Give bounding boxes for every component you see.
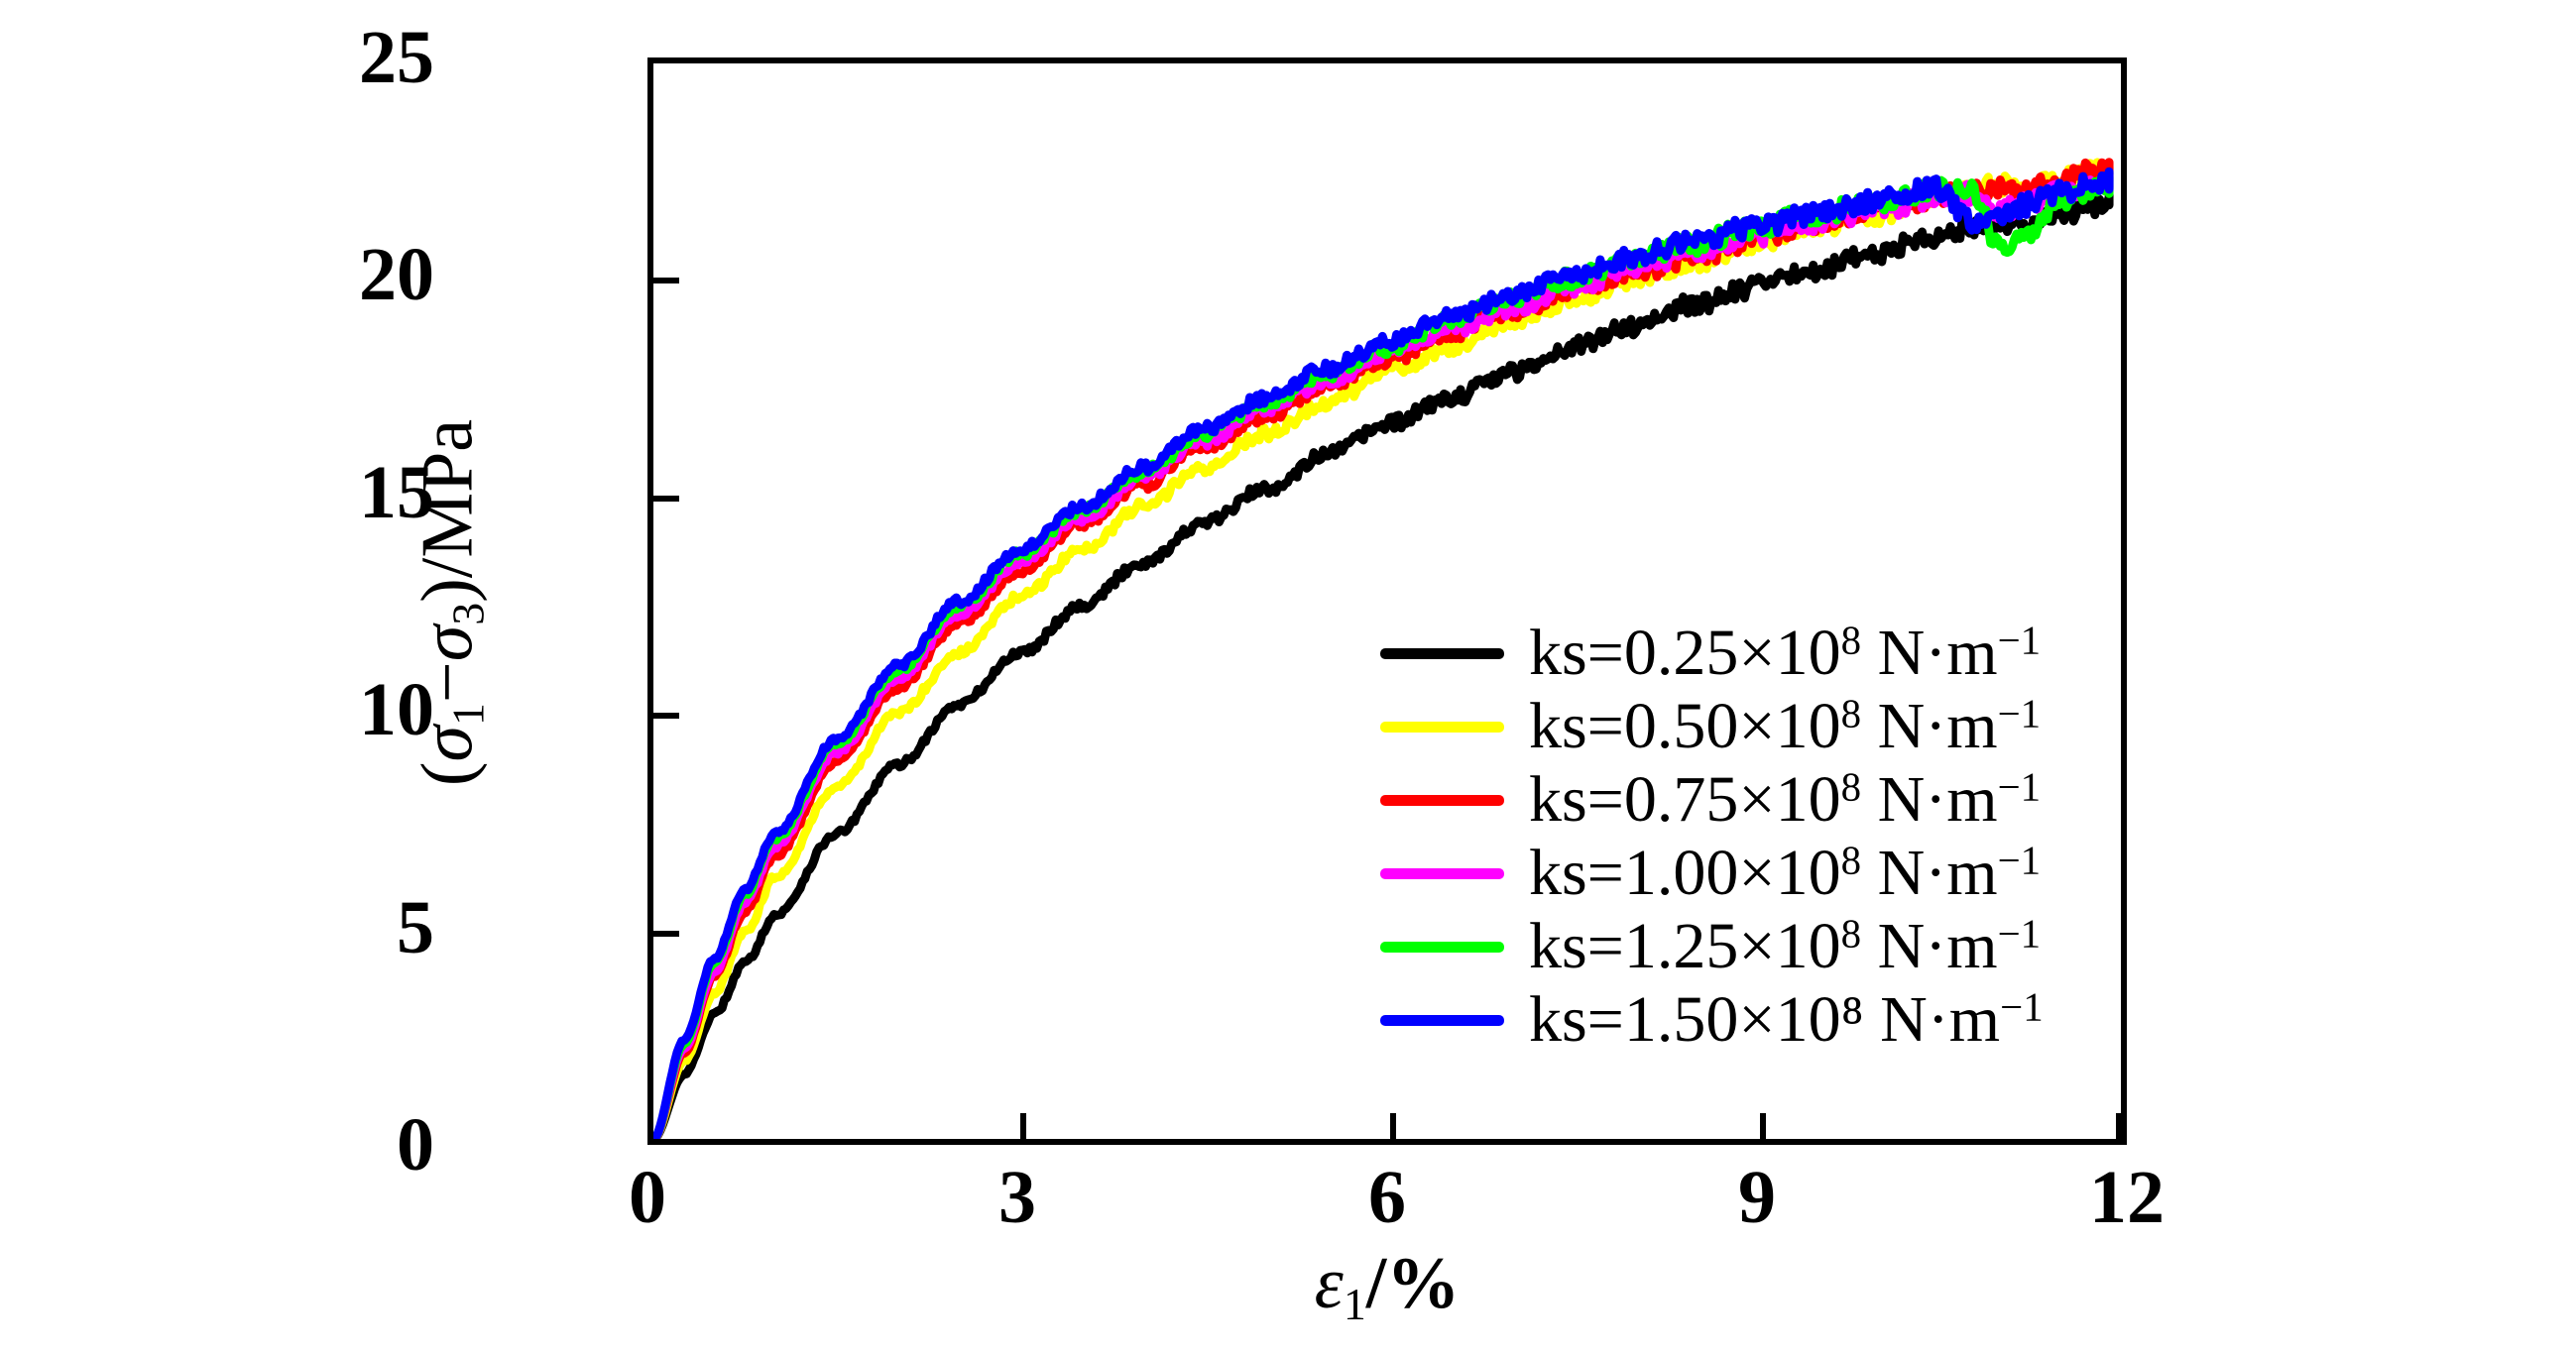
- legend-label-main-3: ks=1.00×10: [1529, 837, 1841, 909]
- legend-label-2: ks=0.75×108 N·m−1: [1529, 767, 2041, 833]
- curve-ks-0.25: [653, 189, 2114, 1139]
- x-title-epsilon: ε: [1314, 1243, 1344, 1324]
- legend-label-unit-exponent-3: −1: [1997, 838, 2042, 883]
- legend-label-exponent-2: 8: [1840, 764, 1862, 810]
- legend-label-unit-5: N·m: [1863, 983, 2001, 1056]
- y-title-subscript-1: 1: [442, 703, 494, 726]
- curve-ks-1.5: [653, 167, 2114, 1139]
- legend-item-3[interactable]: ks=1.00×108 N·m−1: [1380, 837, 2084, 910]
- y-title-sigma-1: σ: [407, 725, 489, 762]
- y-axis-title: (σ1−σ3)/MPa: [407, 418, 494, 787]
- legend-label-unit-exponent-5: −1: [2000, 984, 2044, 1030]
- legend-label-unit-exponent-1: −1: [1997, 691, 2042, 736]
- legend-label-main-5: ks=1.50×10⁸: [1529, 983, 1864, 1056]
- x-axis-tick-9: [1760, 1113, 1766, 1139]
- legend-label-exponent-1: 8: [1840, 691, 1862, 736]
- x-axis-tick-6: [1390, 1113, 1396, 1139]
- x-axis-tick-12: [2116, 1113, 2122, 1139]
- x-title-subscript-1: 1: [1343, 1278, 1366, 1329]
- x-axis-title: ε1/%: [1315, 1247, 1461, 1327]
- y-axis-tick-5: [653, 930, 679, 937]
- legend-swatch-5: [1380, 1014, 1504, 1026]
- legend-label-3: ks=1.00×108 N·m−1: [1529, 841, 2041, 906]
- legend-label-exponent-4: 8: [1840, 911, 1862, 957]
- legend-label-unit-1: N·m: [1861, 690, 1998, 762]
- x-tick-label-9: 9: [1738, 1156, 1776, 1239]
- legend-item-4[interactable]: ks=1.25×108 N·m−1: [1380, 910, 2084, 983]
- y-title-unit: )/MPa: [407, 418, 489, 603]
- legend-label-unit-exponent-4: −1: [1997, 911, 2042, 957]
- data-curves: [653, 158, 2114, 1139]
- plot-frame: [647, 57, 2127, 1145]
- y-title-open-paren: (: [407, 761, 489, 787]
- legend-swatch-1: [1380, 721, 1504, 733]
- y-axis-tick-10: [653, 713, 679, 720]
- legend-label-unit-4: N·m: [1861, 910, 1998, 982]
- legend-label-main-0: ks=0.25×10: [1529, 617, 1841, 689]
- legend-label-main-2: ks=0.75×10: [1529, 763, 1841, 836]
- legend-label-main-1: ks=0.50×10: [1529, 690, 1841, 762]
- legend-label-4: ks=1.25×108 N·m−1: [1529, 914, 2041, 979]
- y-tick-label-10: 10: [359, 668, 434, 752]
- x-tick-label-12: 12: [2089, 1156, 2165, 1239]
- legend-label-exponent-0: 8: [1840, 618, 1862, 663]
- legend-label-main-4: ks=1.25×10: [1529, 910, 1841, 982]
- x-tick-label-0: 0: [629, 1156, 666, 1239]
- x-tick-label-6: 6: [1368, 1156, 1406, 1239]
- legend-swatch-2: [1380, 794, 1504, 806]
- legend: ks=0.25×108 N·m−1 ks=0.50×108 N·m−1 ks=0.7…: [1380, 617, 2084, 1057]
- y-tick-label-5: 5: [397, 885, 434, 969]
- y-axis-tick-15: [653, 495, 679, 502]
- x-axis-tick-3: [1020, 1113, 1026, 1139]
- y-tick-label-0: 0: [397, 1103, 434, 1186]
- legend-label-exponent-3: 8: [1840, 838, 1862, 883]
- legend-label-1: ks=0.50×108 N·m−1: [1529, 694, 2041, 759]
- legend-label-unit-3: N·m: [1861, 837, 1998, 909]
- legend-label-unit-2: N·m: [1861, 763, 1998, 836]
- x-title-unit: /%: [1365, 1243, 1461, 1324]
- legend-swatch-3: [1380, 867, 1504, 879]
- legend-label-0: ks=0.25×108 N·m−1: [1529, 621, 2041, 686]
- y-tick-label-20: 20: [359, 233, 434, 317]
- x-tick-label-3: 3: [998, 1156, 1036, 1239]
- legend-label-unit-0: N·m: [1861, 617, 1998, 689]
- legend-label-unit-exponent-2: −1: [1997, 764, 2042, 810]
- legend-item-1[interactable]: ks=0.50×108 N·m−1: [1380, 690, 2084, 763]
- legend-swatch-0: [1380, 647, 1504, 659]
- y-title-subscript-3: 3: [442, 602, 494, 625]
- legend-label-unit-exponent-0: −1: [1997, 618, 2042, 663]
- legend-label-5: ks=1.50×10⁸ N·m−1: [1529, 987, 2044, 1053]
- y-title-minus: −: [407, 661, 489, 704]
- legend-swatch-4: [1380, 941, 1504, 953]
- legend-item-0[interactable]: ks=0.25×108 N·m−1: [1380, 617, 2084, 690]
- legend-item-5[interactable]: ks=1.50×10⁸ N·m−1: [1380, 983, 2084, 1057]
- y-tick-label-15: 15: [359, 450, 434, 534]
- y-axis-tick-20: [653, 278, 679, 284]
- y-title-sigma-3: σ: [407, 624, 489, 662]
- legend-item-2[interactable]: ks=0.75×108 N·m−1: [1380, 763, 2084, 837]
- y-tick-label-25: 25: [359, 16, 434, 99]
